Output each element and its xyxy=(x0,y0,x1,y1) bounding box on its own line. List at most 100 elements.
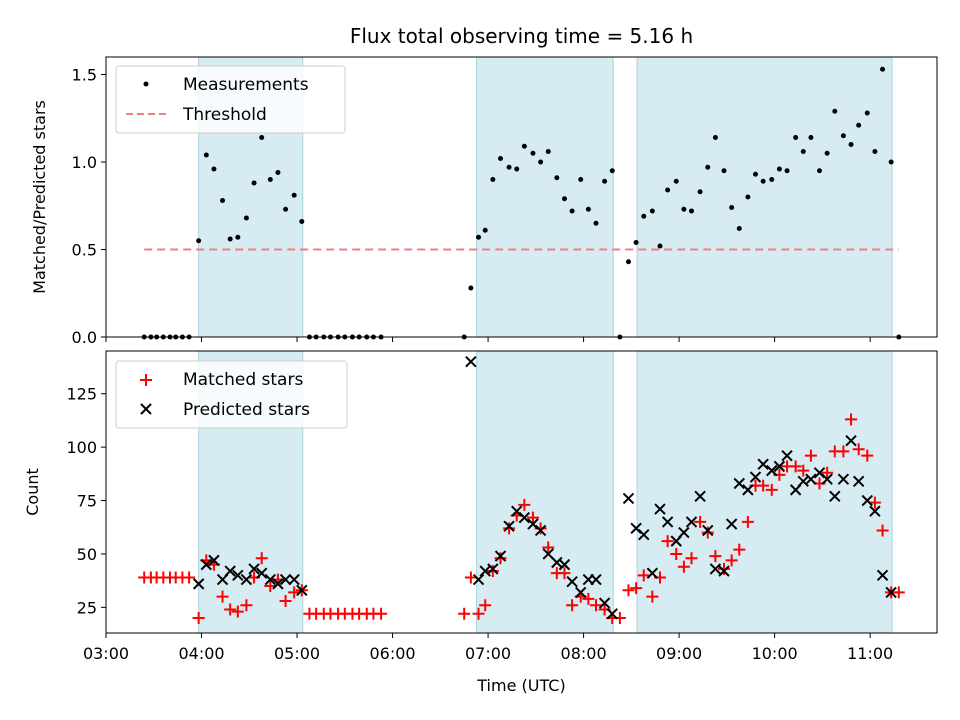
matched-star-marker xyxy=(458,607,471,620)
measurement-point xyxy=(490,177,496,182)
predicted-star-marker xyxy=(845,435,857,447)
predicted-star-marker xyxy=(661,516,674,528)
matched-star-marker xyxy=(685,552,698,565)
top-y-tick-label: 1.0 xyxy=(72,153,97,172)
measurement-point xyxy=(721,168,727,174)
measurement-point xyxy=(712,135,718,140)
legend-marker-matched xyxy=(140,374,152,386)
top-y-tick-label: 0.5 xyxy=(72,241,97,260)
predicted-star-marker xyxy=(503,520,515,532)
measurement-point xyxy=(817,168,823,174)
measurement-point xyxy=(769,177,775,182)
predicted-star-marker xyxy=(829,490,841,502)
legend-label-measurements: Measurements xyxy=(183,75,309,95)
predicted-star-marker xyxy=(742,484,754,496)
matched-star-marker xyxy=(845,413,858,426)
matched-star-marker xyxy=(630,582,643,595)
measurement-point xyxy=(609,168,615,174)
predicted-star-marker xyxy=(296,584,308,596)
predicted-star-marker xyxy=(876,569,889,582)
x-tick-label: 04:00 xyxy=(178,644,224,663)
matched-star-marker xyxy=(892,586,905,599)
matched-star-marker xyxy=(590,599,603,612)
legend-marker-predicted xyxy=(140,403,152,415)
predicted-star-marker xyxy=(885,586,897,599)
measurement-point xyxy=(625,259,631,265)
x-tick-label: 07:00 xyxy=(465,644,511,663)
measurement-point xyxy=(521,143,527,149)
matched-star-marker xyxy=(582,592,595,605)
matched-star-marker xyxy=(765,483,778,496)
measurement-point xyxy=(832,108,838,114)
predicted-star-marker xyxy=(264,573,276,586)
measurement-point xyxy=(554,175,560,181)
top-legend: Measurements Threshold xyxy=(115,65,346,134)
matched-star-marker xyxy=(216,590,229,603)
measurement-point xyxy=(227,236,233,242)
matched-star-marker xyxy=(231,605,244,618)
matched-star-marker xyxy=(733,543,746,556)
predicted-star-marker xyxy=(606,608,618,620)
predicted-star-marker xyxy=(757,458,769,470)
matched-star-marker xyxy=(279,594,292,607)
measurement-point xyxy=(824,150,830,156)
chart-title: Flux total observing time = 5.16 h xyxy=(350,24,693,48)
legend-label-predicted: Predicted stars xyxy=(183,400,310,420)
measurement-point xyxy=(793,135,799,140)
top-y-tick-label: 0.0 xyxy=(72,328,97,347)
x-tick-label: 05:00 xyxy=(274,644,320,663)
measurement-point xyxy=(569,208,575,214)
bottom-panel: 03:00 04:00 05:00 06:00 07:00 08:00 09:00 10:00… xyxy=(23,350,938,695)
matched-star-marker xyxy=(637,569,650,582)
predicted-star-marker xyxy=(646,567,659,579)
measurement-point xyxy=(840,133,846,139)
predicted-star-marker xyxy=(248,563,260,575)
bottom-legend: Matched stars Predicted stars xyxy=(115,360,348,429)
matched-star-marker xyxy=(375,607,388,620)
matched-star-marker xyxy=(717,562,730,575)
predicted-star-marker xyxy=(654,503,666,515)
matched-star-marker xyxy=(526,511,539,524)
measurement-point xyxy=(497,156,503,161)
predicted-star-marker xyxy=(694,490,706,502)
measurement-point xyxy=(235,234,241,240)
observing-interval-3 xyxy=(636,350,893,634)
legend-marker-measurements xyxy=(143,81,149,87)
predicted-star-marker xyxy=(487,563,499,575)
predicted-star-marker xyxy=(590,573,602,586)
predicted-star-marker xyxy=(558,558,571,571)
x-tick-label: 10:00 xyxy=(752,644,798,663)
matched-star-marker xyxy=(224,603,237,616)
top-axes-frame xyxy=(105,56,938,338)
measurement-point xyxy=(657,243,663,249)
matched-star-marker xyxy=(472,607,485,620)
measurement-point xyxy=(506,164,512,170)
measurement-point xyxy=(468,285,474,291)
measurement-point xyxy=(602,178,608,184)
predicted-star-marker xyxy=(240,573,253,586)
matched-star-marker xyxy=(804,449,817,462)
measurement-point xyxy=(291,192,297,198)
measurement-point xyxy=(203,152,209,158)
bottom-y-tick-label: 50 xyxy=(77,545,97,564)
bottom-legend-box xyxy=(115,360,348,429)
measurement-point xyxy=(633,240,639,245)
matched-star-marker xyxy=(486,565,499,578)
matched-star-marker xyxy=(192,612,205,625)
predicted-star-marker xyxy=(638,529,650,541)
predicted-star-marker xyxy=(518,511,531,524)
matched-star-marker xyxy=(701,526,714,539)
x-tick-label: 03:00 xyxy=(83,644,129,663)
measurement-point xyxy=(211,166,217,172)
measurement-point xyxy=(476,234,482,240)
measurement-point xyxy=(593,220,599,226)
measurement-point xyxy=(561,196,567,202)
measurement-point xyxy=(530,150,536,156)
matched-star-marker xyxy=(464,571,477,584)
predicted-star-marker xyxy=(837,473,850,485)
matched-star-marker xyxy=(255,552,268,565)
top-panel: 0.0 0.5 1.0 1.5 Flux total observing time =… xyxy=(30,24,938,347)
predicted-star-marker xyxy=(702,524,714,537)
predicted-star-marker xyxy=(622,492,635,505)
measurement-point xyxy=(665,187,671,193)
